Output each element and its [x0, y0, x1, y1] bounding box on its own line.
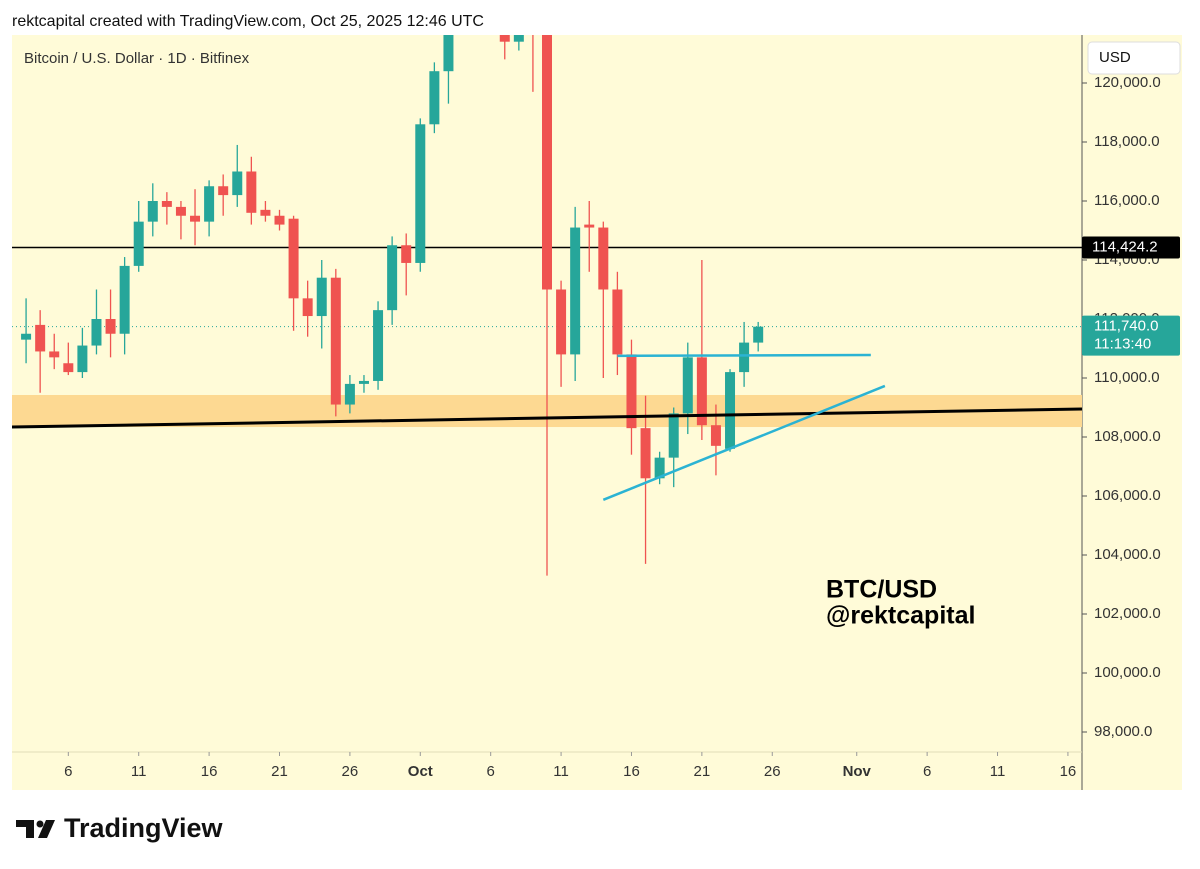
candle-body [570, 227, 581, 355]
candle-body [753, 326, 764, 343]
plot-area [12, 0, 1082, 576]
y-tick-label: 102,000.0 [1094, 605, 1161, 622]
candle-body [513, 35, 524, 42]
candle-body [232, 171, 243, 196]
trendline [617, 353, 871, 358]
candle-body [175, 206, 186, 216]
candle-body [542, 35, 552, 290]
candle-body [21, 333, 32, 340]
tradingview-logo: TradingView [16, 813, 224, 843]
candle-body [119, 265, 130, 334]
y-tick-label: 100,000.0 [1094, 664, 1161, 681]
candle-body [373, 310, 384, 381]
candle-body [584, 224, 595, 228]
price-line-label-bg [1082, 236, 1180, 259]
candle-body [415, 124, 426, 263]
candle-body [77, 345, 88, 373]
y-tick-label: 120,000.0 [1094, 74, 1161, 91]
y-tick-label: 106,000.0 [1094, 487, 1161, 504]
candle-body [640, 428, 651, 479]
candle-body [91, 318, 102, 346]
candle-body [344, 383, 355, 405]
watermark: BTC/USD [826, 576, 937, 604]
overlay: 98,000.0 100,000.0 102,000.0 104,000.0 106,0… [64, 74, 1180, 780]
y-tick-label: 104,000.0 [1094, 546, 1161, 563]
candle-body [260, 209, 271, 216]
candle-body [302, 298, 313, 317]
y-tick-label: 98,000.0 [1094, 723, 1152, 740]
candle-body [288, 218, 299, 299]
x-tick-label: 21 [694, 763, 711, 780]
x-tick-label: 16 [1060, 763, 1077, 780]
candle-body [739, 342, 750, 373]
x-tick-label: 11 [990, 763, 1006, 780]
x-tick-label: 6 [64, 763, 72, 780]
y-tick-label: 110,000.0 [1094, 369, 1160, 386]
trendline [602, 384, 886, 501]
candle-body [556, 289, 567, 355]
candle-body [161, 200, 172, 207]
last-price-label-bg [1082, 315, 1180, 356]
x-tick-label: 6 [923, 763, 931, 780]
candle-body [499, 35, 510, 42]
candle-body [246, 171, 257, 213]
x-tick-label: 16 [623, 763, 640, 780]
x-tick-label: 11 [131, 763, 147, 780]
x-tick-label: Nov [843, 763, 872, 780]
logo-icon [16, 820, 55, 838]
x-tick-label: 6 [487, 763, 495, 780]
currency-label[interactable]: USD [1099, 49, 1131, 66]
logo-text: TradingView [64, 813, 224, 843]
countdown-label: 11:13:40 [1094, 336, 1151, 353]
candle-body [710, 425, 721, 446]
x-tick-label: 26 [342, 763, 359, 780]
candle-body [626, 354, 637, 429]
last-price-label: 111,740.0 [1094, 318, 1159, 335]
x-tick-label: Oct [408, 763, 433, 780]
candle-body [443, 35, 454, 72]
candle-body [696, 357, 707, 426]
candle-body [316, 277, 327, 317]
logo-icon [36, 820, 44, 828]
currency-button[interactable] [1087, 41, 1181, 75]
candle-body [429, 71, 440, 125]
y-tick-label: 108,000.0 [1094, 428, 1161, 445]
watermark: @rektcapital [826, 602, 975, 630]
candle-body [218, 186, 229, 196]
candle-body [274, 215, 285, 225]
candle-body [387, 245, 398, 311]
candle-body [668, 413, 679, 458]
price-line-label: 114,424.2 [1092, 238, 1158, 255]
y-tick-label: 116,000.0 [1094, 192, 1160, 209]
x-tick-label: 16 [201, 763, 218, 780]
x-tick-label: 11 [553, 763, 569, 780]
candle-body [654, 457, 665, 479]
candle-body [190, 215, 201, 222]
candle-body [147, 200, 158, 222]
candle-body [401, 245, 412, 263]
candle-body [35, 324, 46, 352]
candle-body [682, 357, 693, 414]
chart-title: Bitcoin / U.S. Dollar · 1D · Bitfinex [24, 50, 250, 67]
candle-body [105, 318, 116, 334]
x-tick-label: 21 [271, 763, 288, 780]
candle-body [725, 372, 736, 449]
candle-body [598, 227, 609, 290]
candle-body [133, 221, 144, 266]
candle-body [358, 380, 369, 384]
candle-body [528, 0, 538, 33]
trendline [12, 407, 1082, 429]
candle-body [612, 289, 623, 355]
header: rektcapital created with TradingView.com… [12, 13, 484, 30]
candle-body [330, 277, 341, 405]
x-tick-label: 26 [764, 763, 781, 780]
candle-body [49, 351, 60, 358]
candle-body [204, 186, 215, 222]
y-tick-label: 118,000.0 [1094, 133, 1160, 150]
candle-body [63, 363, 74, 373]
